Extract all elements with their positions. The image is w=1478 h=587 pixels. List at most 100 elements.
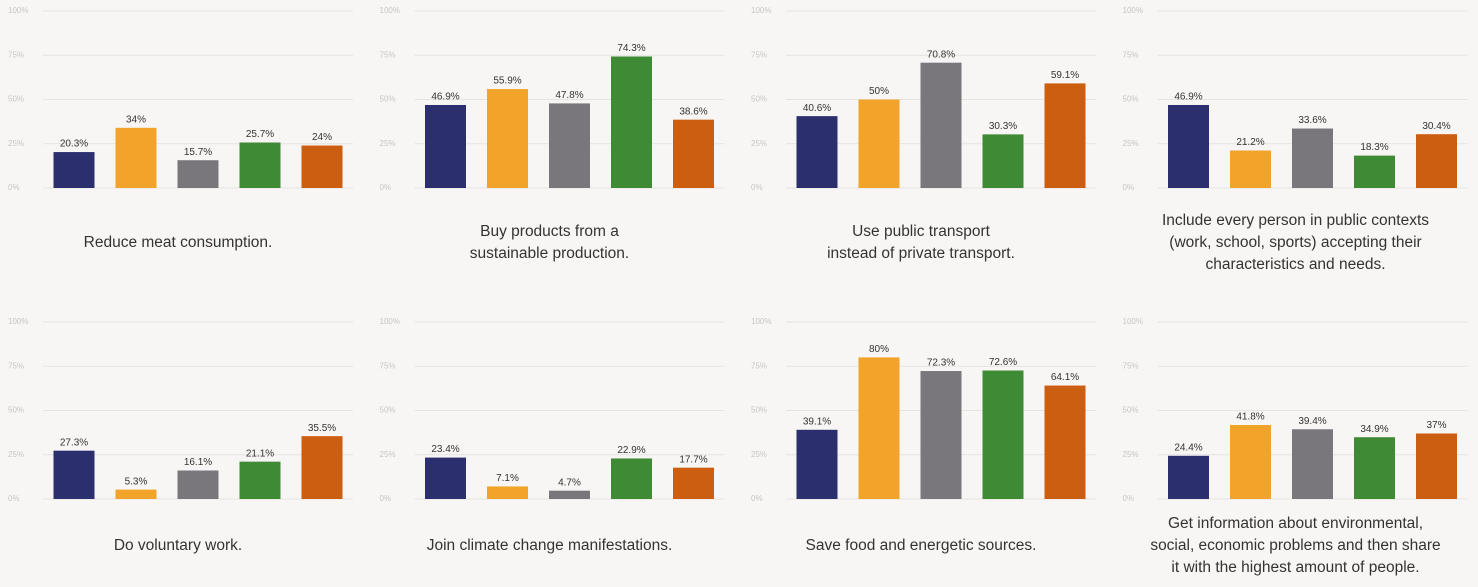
bar [549, 490, 590, 499]
y-tick-label: 50% [1123, 406, 1139, 415]
value-label: 7.1% [496, 473, 519, 484]
y-tick-label: 75% [1123, 361, 1139, 370]
bar [1168, 455, 1209, 499]
y-tick-label: 50% [8, 95, 24, 104]
y-tick-label: 75% [751, 50, 767, 59]
y-tick-label: 75% [380, 361, 396, 370]
y-tick-label: 50% [380, 406, 396, 415]
chart-caption: Join climate change manifestations. [427, 537, 673, 554]
bar [239, 461, 281, 499]
y-tick-label: 100% [1123, 317, 1143, 326]
chart-caption: Get information about environmental, [1168, 515, 1423, 532]
y-tick-label: 50% [380, 95, 396, 104]
y-tick-label: 0% [8, 183, 20, 192]
bar [982, 134, 1024, 188]
value-label: 74.3% [617, 43, 645, 54]
value-label: 64.1% [1051, 372, 1079, 383]
value-label: 46.9% [431, 92, 459, 103]
y-tick-label: 0% [1123, 183, 1135, 192]
bar [177, 470, 219, 499]
y-tick-label: 50% [751, 95, 767, 104]
y-tick-label: 75% [8, 361, 24, 370]
y-tick-label: 50% [1123, 95, 1139, 104]
value-label: 35.5% [308, 423, 336, 434]
bar [53, 450, 95, 499]
value-label: 24.4% [1174, 442, 1202, 453]
chart-caption: Reduce meat consumption. [84, 234, 273, 251]
value-label: 27.3% [60, 437, 88, 448]
value-label: 70.8% [927, 49, 955, 60]
bar [177, 160, 219, 188]
chart-caption: Buy products from a [480, 223, 619, 240]
y-tick-label: 50% [751, 406, 767, 415]
bar [982, 370, 1024, 499]
bar [920, 62, 962, 188]
chart-caption: characteristics and needs. [1205, 256, 1385, 273]
value-label: 39.1% [803, 416, 831, 427]
y-tick-label: 25% [380, 450, 396, 459]
y-tick-label: 0% [8, 494, 20, 503]
y-tick-label: 0% [380, 183, 392, 192]
y-tick-label: 50% [8, 406, 24, 415]
chart-caption: social, economic problems and then share [1150, 537, 1440, 554]
value-label: 39.4% [1298, 416, 1326, 427]
value-label: 30.4% [1422, 121, 1450, 132]
bar [487, 486, 528, 499]
value-label: 15.7% [184, 147, 212, 158]
value-label: 23.4% [431, 444, 459, 455]
y-tick-label: 25% [8, 450, 24, 459]
y-tick-label: 0% [751, 494, 763, 503]
bar [611, 56, 652, 188]
bar [425, 104, 466, 188]
y-tick-label: 100% [751, 6, 771, 15]
y-tick-label: 100% [1123, 6, 1143, 15]
value-label: 40.6% [803, 103, 831, 114]
bar [858, 99, 900, 188]
y-tick-label: 100% [8, 317, 28, 326]
value-label: 37% [1426, 420, 1446, 431]
value-label: 20.3% [60, 139, 88, 150]
bar [1044, 83, 1086, 188]
bar [1416, 134, 1457, 188]
value-label: 50% [869, 86, 889, 97]
bar [1230, 150, 1271, 188]
value-label: 34% [126, 114, 146, 125]
y-tick-label: 75% [1123, 50, 1139, 59]
bar [858, 357, 900, 499]
y-tick-label: 0% [751, 183, 763, 192]
bar [796, 116, 838, 188]
value-label: 34.9% [1360, 424, 1388, 435]
bar [673, 119, 714, 188]
bar [115, 127, 157, 188]
bar [53, 152, 95, 188]
bar [1168, 104, 1209, 188]
value-label: 59.1% [1051, 70, 1079, 81]
bar [239, 142, 281, 188]
value-label: 16.1% [184, 457, 212, 468]
chart-caption: Save food and energetic sources. [806, 537, 1037, 554]
value-label: 30.3% [989, 121, 1017, 132]
y-tick-label: 100% [8, 6, 28, 15]
y-tick-label: 25% [751, 450, 767, 459]
value-label: 4.7% [558, 477, 581, 488]
bar [796, 429, 838, 499]
bar [301, 145, 343, 188]
value-label: 72.3% [927, 358, 955, 369]
bar [1354, 155, 1395, 188]
bar [1044, 385, 1086, 499]
value-label: 80% [869, 344, 889, 355]
value-label: 41.8% [1236, 412, 1264, 423]
y-tick-label: 25% [751, 139, 767, 148]
y-tick-label: 100% [380, 317, 400, 326]
value-label: 55.9% [493, 76, 521, 87]
chart-caption: (work, school, sports) accepting their [1169, 234, 1421, 251]
bar [1292, 429, 1333, 499]
value-label: 46.9% [1174, 92, 1202, 103]
y-tick-label: 100% [751, 317, 771, 326]
bar [487, 89, 528, 188]
value-label: 25.7% [246, 129, 274, 140]
bar [115, 489, 157, 499]
bar [673, 467, 714, 499]
value-label: 38.6% [679, 106, 707, 117]
